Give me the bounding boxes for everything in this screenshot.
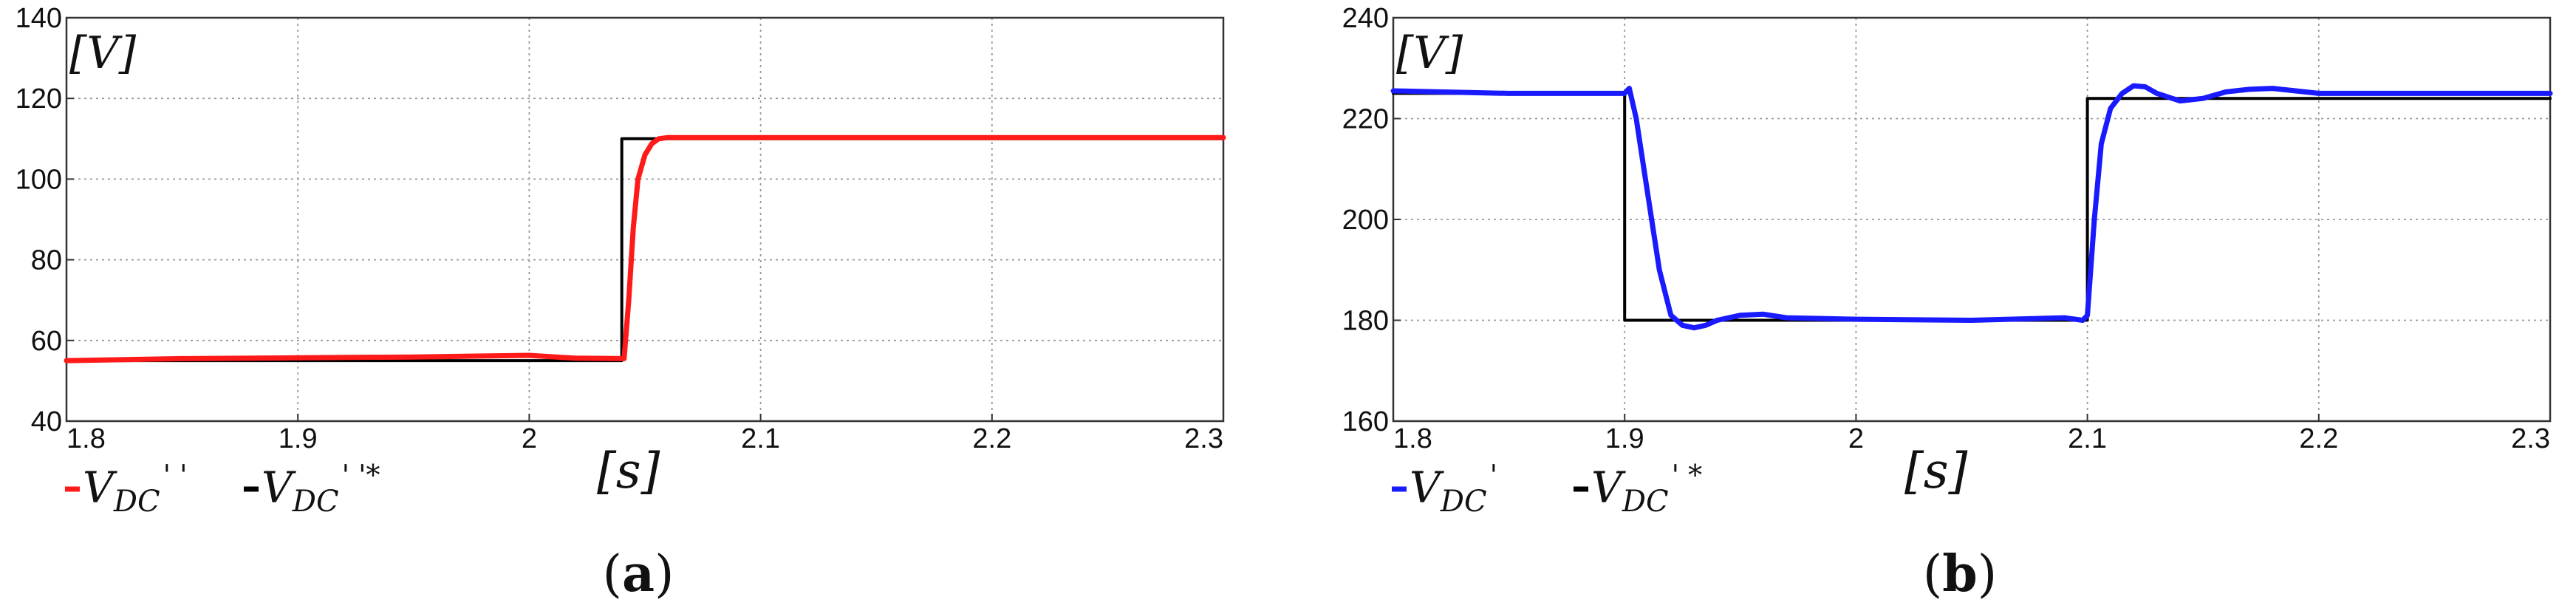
yticks-a: 40 60 80 100 120 140 <box>16 3 74 437</box>
ytick-label-b-3: 220 <box>1342 104 1389 135</box>
legend-label-b-0: VDC' <box>1410 459 1497 519</box>
xtick-label-a-0: 1.8 <box>66 423 106 454</box>
legend-sub-a-1: DC <box>292 485 339 519</box>
xtick-label-b-4: 2.2 <box>2299 423 2338 454</box>
xtick-label-b-0: 1.8 <box>1393 423 1432 454</box>
legend-sup-a-1: ' '* <box>342 459 380 491</box>
legend-sub-b-0: DC <box>1440 485 1487 519</box>
chart-panel-b: 160 180 200 220 240 1.8 1.9 2 2.1 2.2 2.3 [V] [s]… <box>1342 3 2553 604</box>
xtick-label-b-3: 2.1 <box>2068 423 2107 454</box>
grid-a <box>66 18 1223 421</box>
ytick-label-a-3: 100 <box>16 164 62 195</box>
legend-sub-b-1: DC <box>1622 485 1669 519</box>
ytick-label-a-4: 120 <box>16 83 62 115</box>
ytick-label-b-1: 180 <box>1342 306 1389 337</box>
legend-label-a-0: VDC' ' <box>83 459 188 519</box>
legend-sup-a-0: ' ' <box>163 459 188 491</box>
xtick-label-a-3: 2.1 <box>741 423 780 454</box>
ytick-label-a-0: 40 <box>31 406 62 437</box>
legend-a: VDC' ' VDC' '* <box>65 459 380 519</box>
x-axis-label-a: [s] <box>597 443 660 499</box>
xtick-label-b-1: 1.9 <box>1605 423 1644 454</box>
series-line-b-0 <box>1390 83 2553 331</box>
series-b <box>1390 83 2553 331</box>
legend-label-b-1: VDC' * <box>1591 459 1702 519</box>
xtick-label-b-2: 2 <box>1848 423 1864 454</box>
ytick-label-a-1: 60 <box>31 326 62 357</box>
y-axis-label-a: [V] <box>69 27 137 79</box>
ytick-label-b-0: 160 <box>1342 406 1389 437</box>
legend-base-b-1: V <box>1591 462 1626 513</box>
ytick-label-b-2: 200 <box>1342 205 1389 236</box>
xtick-label-a-5: 2.3 <box>1184 423 1223 454</box>
legend-sup-b-0: ' <box>1490 459 1497 491</box>
xtick-label-a-1: 1.9 <box>279 423 318 454</box>
ytick-label-b-4: 240 <box>1342 3 1389 34</box>
legend-base-b-0: V <box>1410 462 1444 513</box>
series-line-a-0 <box>64 134 1226 363</box>
x-axis-label-b: [s] <box>1904 443 1968 499</box>
ytick-label-a-2: 80 <box>31 245 62 276</box>
yticks-b: 160 180 200 220 240 <box>1342 3 1401 437</box>
legend-sup-b-1: ' * <box>1672 459 1703 491</box>
chart-panel-a: 40 60 80 100 120 140 1.8 1.9 2 2.1 2.2 2.3 [V] [s]… <box>16 3 1226 604</box>
axes-frame-a <box>65 16 1225 423</box>
panel-label-a: (a) <box>602 545 674 604</box>
legend-b: VDC' VDC' * <box>1392 459 1702 519</box>
xtick-label-b-5: 2.3 <box>2511 423 2550 454</box>
xtick-label-a-2: 2 <box>522 423 537 454</box>
legend-base-a-1: V <box>262 462 296 513</box>
legend-sub-a-0: DC <box>113 485 160 519</box>
legend-label-a-1: VDC' '* <box>262 459 380 519</box>
xticks-b: 1.8 1.9 2 2.1 2.2 2.3 <box>1393 414 2551 454</box>
panel-label-b: (b) <box>1923 545 1998 604</box>
xticks-a: 1.8 1.9 2 2.1 2.2 2.3 <box>66 414 1224 454</box>
series-a <box>64 134 1226 363</box>
ytick-label-a-5: 140 <box>16 3 62 34</box>
y-axis-label-b: [V] <box>1396 27 1463 79</box>
xtick-label-a-4: 2.2 <box>972 423 1011 454</box>
legend-base-a-0: V <box>83 462 117 513</box>
